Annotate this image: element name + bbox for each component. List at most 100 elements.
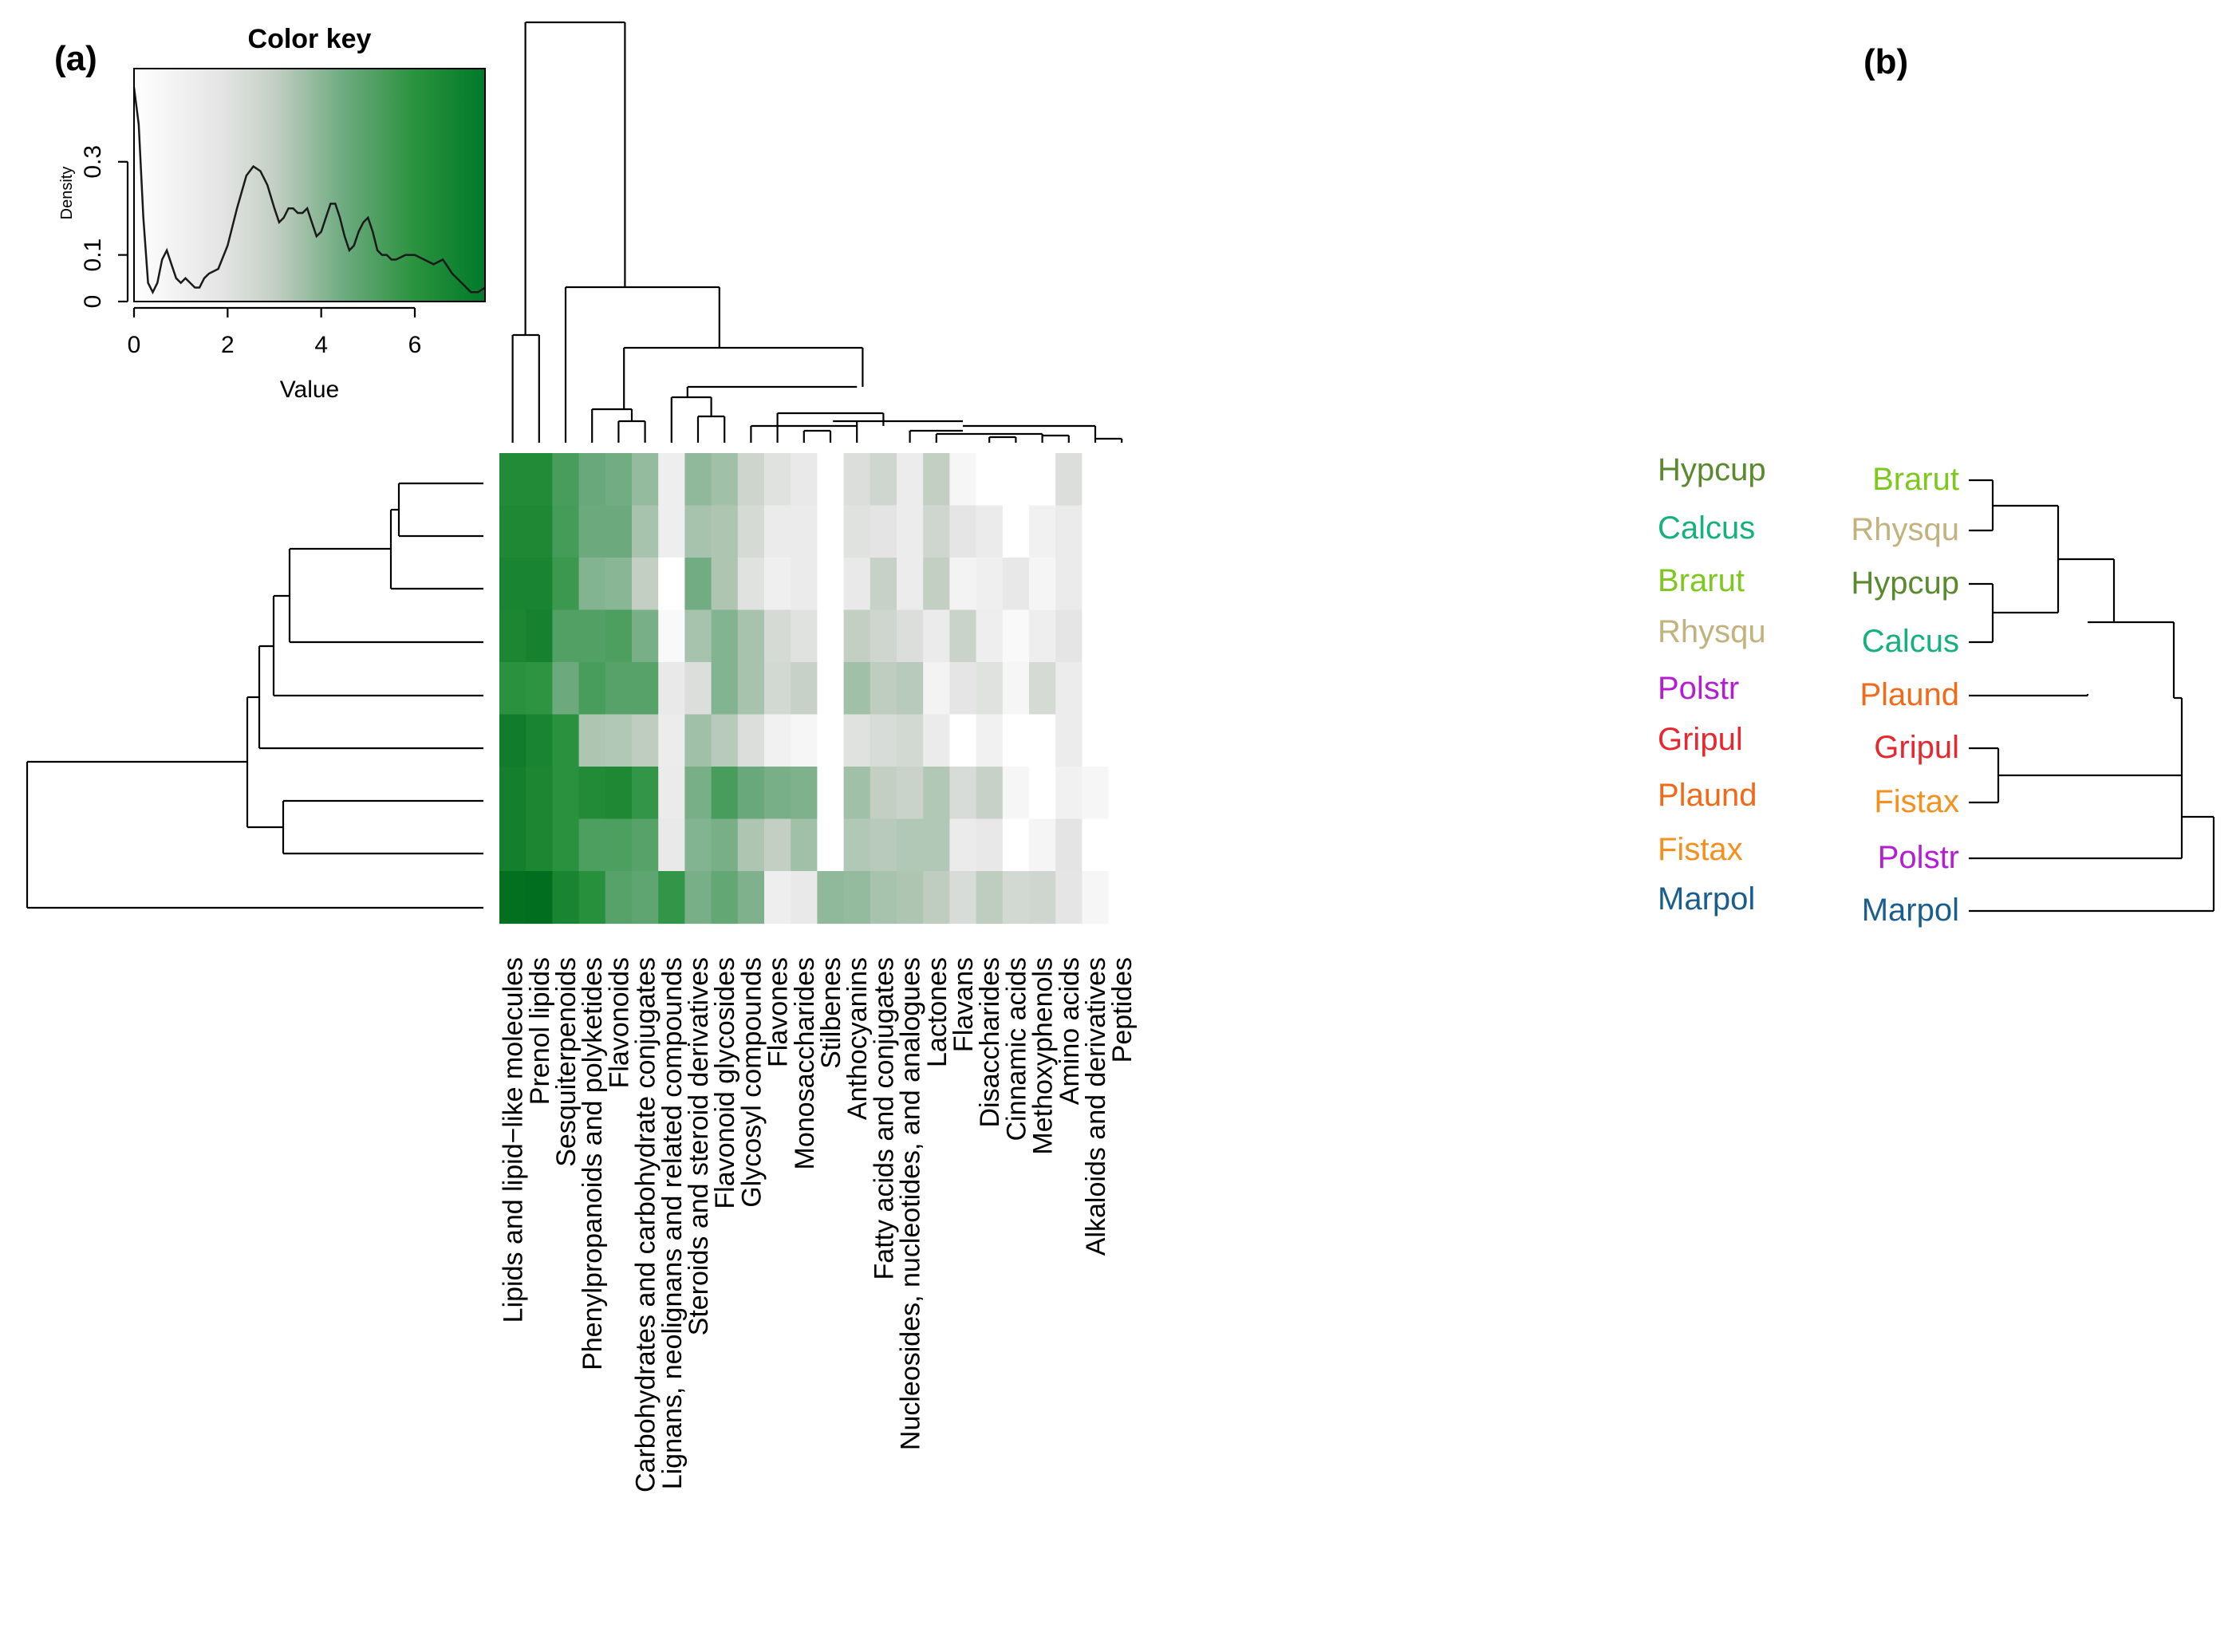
color-key-y-tick-label: 0 (80, 295, 106, 309)
column-label: Phenylpropanoids and polyketides (578, 957, 608, 1370)
column-label: Nucleosides, nucleotides, and analogues (896, 957, 926, 1450)
heatmap-cell (632, 453, 659, 507)
row-label: Gripul (1658, 722, 1743, 757)
heatmap-cell (870, 609, 897, 663)
heatmap-cell (605, 558, 633, 611)
heatmap-cell (711, 818, 739, 872)
heatmap-cell (605, 767, 633, 820)
heatmap-cell (552, 558, 580, 611)
panel-b-label: Hypcup (1851, 566, 1959, 601)
heatmap-cell (526, 453, 553, 507)
heatmap-cell (578, 609, 606, 663)
heatmap-cell (632, 767, 659, 820)
heatmap-cell (1082, 505, 1110, 558)
heatmap-cell (949, 714, 977, 767)
heatmap-cell (897, 558, 924, 611)
heatmap-cell (684, 818, 712, 872)
heatmap-cell (1002, 609, 1030, 663)
column-label: Amino acids (1055, 957, 1085, 1105)
heatmap-cell (870, 767, 897, 820)
heatmap-cell (1082, 662, 1110, 716)
heatmap-cell (870, 453, 897, 507)
color-key-x-tick-label: 0 (128, 332, 141, 358)
heatmap-cell (1108, 453, 1136, 507)
heatmap-cell (817, 609, 845, 663)
heatmap-cell (684, 505, 712, 558)
heatmap-cell (711, 714, 739, 767)
heatmap-cell (658, 453, 685, 507)
column-dendrogram (511, 21, 1123, 443)
heatmap-cell (499, 453, 526, 507)
panel-b-label: Fistax (1874, 784, 1959, 819)
heatmap-cell (1108, 871, 1136, 925)
heatmap-cell (605, 871, 633, 925)
column-label: Flavonoid glycosides (710, 957, 740, 1209)
heatmap-cell (870, 818, 897, 872)
heatmap-cell (526, 767, 553, 820)
column-label: Alkaloids and derivatives (1081, 957, 1111, 1256)
heatmap-cell (1108, 609, 1136, 663)
heatmap-cell (817, 662, 845, 716)
heatmap-cell (632, 558, 659, 611)
heatmap-cell (791, 453, 818, 507)
heatmap-cell (817, 505, 845, 558)
heatmap-cell (684, 662, 712, 716)
heatmap-cell (1055, 505, 1083, 558)
heatmap-cell (1002, 767, 1030, 820)
heatmap-cell (764, 558, 791, 611)
heatmap-cell (737, 558, 765, 611)
heatmap-cell (605, 505, 633, 558)
heatmap-cell (817, 818, 845, 872)
heatmap-cell (1082, 714, 1110, 767)
heatmap-cell (605, 609, 633, 663)
heatmap-cell (1002, 871, 1030, 925)
heatmap-cell (552, 505, 580, 558)
heatmap-cell (764, 767, 791, 820)
column-label: Carbohydrates and carbohydrate conjugate… (631, 957, 661, 1492)
heatmap-cell (791, 609, 818, 663)
heatmap-cells (499, 453, 1136, 925)
row-label: Marpol (1658, 881, 1755, 917)
heatmap-cell (791, 662, 818, 716)
heatmap-cell (737, 662, 765, 716)
heatmap-cell (578, 505, 606, 558)
heatmap-cell (737, 714, 765, 767)
heatmap-cell (1055, 871, 1083, 925)
heatmap-cell (658, 505, 685, 558)
heatmap-cell (526, 818, 553, 872)
heatmap-cell (870, 505, 897, 558)
heatmap-cell (764, 662, 791, 716)
heatmap-cell (1055, 714, 1083, 767)
heatmap-cell (1029, 818, 1056, 872)
heatmap-cell (949, 453, 977, 507)
heatmap-cell (1002, 558, 1030, 611)
heatmap-cell (1029, 505, 1056, 558)
column-label: Peptides (1107, 957, 1138, 1063)
heatmap-cell (658, 767, 685, 820)
column-label: Lipids and lipid−like molecules (499, 957, 529, 1323)
heatmap-cell (817, 714, 845, 767)
heatmap-cell (923, 505, 950, 558)
heatmap-cell (791, 714, 818, 767)
heatmap-cell (552, 714, 580, 767)
heatmap-cell (632, 714, 659, 767)
heatmap-cell (791, 871, 818, 925)
heatmap-cell (737, 767, 765, 820)
heatmap-cell (684, 871, 712, 925)
heatmap-cell (526, 871, 553, 925)
heatmap-cell (1029, 714, 1056, 767)
heatmap-cell (737, 609, 765, 663)
column-label: Glycosyl compounds (736, 957, 767, 1208)
heatmap-cell (976, 453, 1004, 507)
heatmap-cell (949, 505, 977, 558)
column-label: Steroids and steroid derivatives (684, 957, 714, 1335)
heatmap-cell (1055, 558, 1083, 611)
heatmap-cell (658, 662, 685, 716)
row-label: Polstr (1658, 671, 1739, 706)
heatmap-cell (949, 818, 977, 872)
column-label: Fatty acids and conjugates (869, 957, 899, 1279)
heatmap-cell (499, 767, 526, 820)
heatmap-cell (791, 505, 818, 558)
heatmap-cell (605, 662, 633, 716)
heatmap-cell (897, 767, 924, 820)
